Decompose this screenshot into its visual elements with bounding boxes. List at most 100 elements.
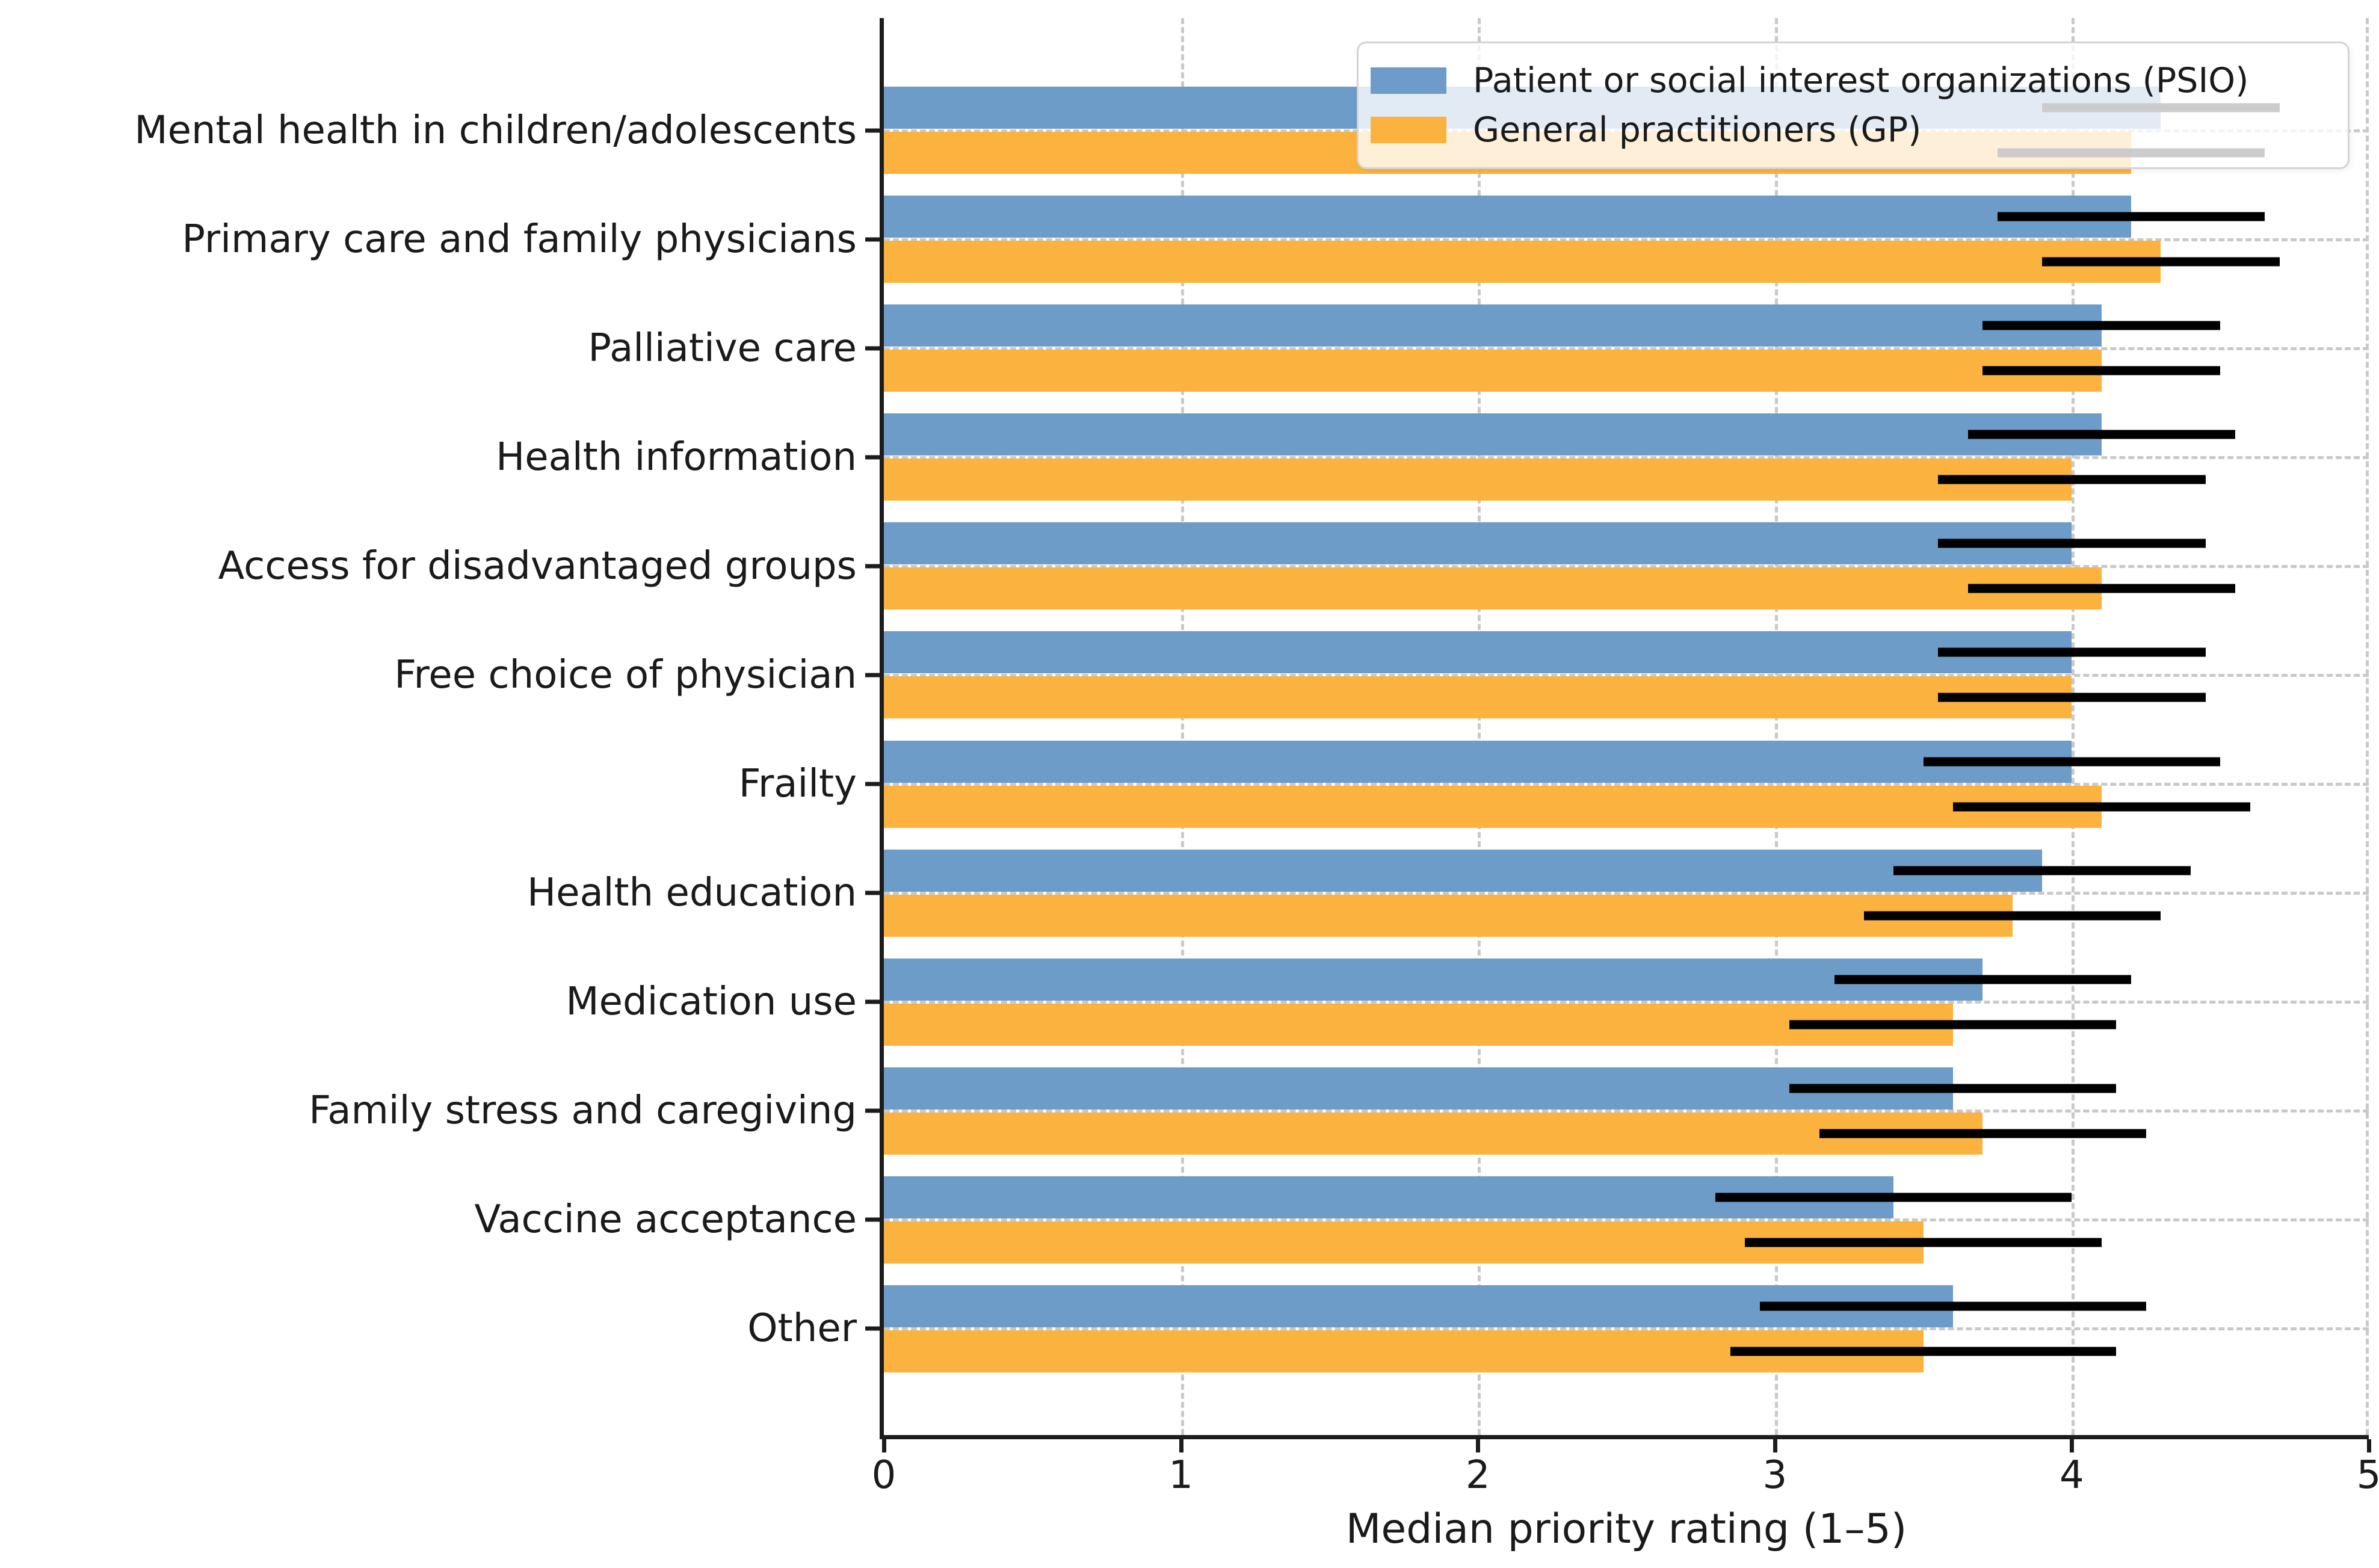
bar-track bbox=[884, 1176, 2369, 1218]
y-gridline bbox=[884, 564, 2369, 568]
x-tick-label: 4 bbox=[2060, 1453, 2084, 1498]
category-row: Medication use bbox=[566, 948, 2369, 1057]
bar-track bbox=[884, 350, 2369, 392]
x-tick-mark bbox=[1476, 1439, 1481, 1452]
x-tick-label: 2 bbox=[1465, 1453, 1490, 1498]
category-label: Primary care and family physicians bbox=[182, 217, 857, 262]
bar-gp bbox=[884, 1003, 1953, 1046]
error-bar bbox=[1938, 475, 2206, 484]
x-tick-mark bbox=[882, 1439, 886, 1452]
bar-group bbox=[884, 511, 2369, 620]
error-bar bbox=[1893, 866, 2191, 875]
category-row: Health education bbox=[527, 839, 2369, 948]
legend-entry: Patient or social interest organizations… bbox=[1371, 61, 2336, 100]
legend-label: General practitioners (GP) bbox=[1473, 110, 1922, 150]
bar-gp bbox=[884, 458, 2072, 501]
bar-psio bbox=[884, 631, 2072, 674]
category-label: Health education bbox=[526, 870, 857, 915]
bar-gp bbox=[884, 894, 2013, 937]
category-label: Free choice of physician bbox=[394, 652, 857, 697]
x-gridline-3 bbox=[1774, 18, 1778, 1435]
error-bar bbox=[1982, 321, 2221, 330]
bar-psio bbox=[884, 413, 2102, 456]
bar-track bbox=[884, 304, 2369, 347]
error-bar bbox=[1967, 430, 2235, 439]
y-gridline bbox=[884, 238, 2369, 241]
error-bar bbox=[1952, 802, 2250, 811]
error-bar bbox=[1789, 1020, 2117, 1029]
error-bar bbox=[1834, 975, 2132, 984]
x-gridline-4 bbox=[2072, 18, 2075, 1435]
y-tick-mark bbox=[865, 1217, 880, 1222]
category-label: Medication use bbox=[566, 979, 857, 1024]
bar-gp bbox=[884, 350, 2102, 392]
bar-track bbox=[884, 196, 2369, 238]
bar-track bbox=[884, 1067, 2369, 1110]
y-gridline bbox=[884, 1327, 2369, 1331]
category-row: Free choice of physician bbox=[394, 620, 2369, 729]
error-bar bbox=[2042, 257, 2280, 267]
category-label: Vaccine acceptance bbox=[474, 1197, 857, 1242]
legend-label: Patient or social interest organizations… bbox=[1473, 61, 2249, 101]
y-tick-mark bbox=[865, 1108, 880, 1113]
x-axis-title: Median priority rating (1–5) bbox=[1345, 1505, 1907, 1553]
x-tick-mark bbox=[2070, 1439, 2075, 1452]
bar-gp bbox=[884, 785, 2102, 828]
y-gridline bbox=[884, 892, 2369, 895]
y-gridline bbox=[884, 673, 2369, 677]
y-tick-mark bbox=[865, 673, 880, 678]
y-tick-mark bbox=[865, 237, 880, 242]
error-bar bbox=[1760, 1301, 2146, 1311]
bar-psio bbox=[884, 740, 2072, 783]
bar-gp bbox=[884, 567, 2102, 610]
x-tick-label: 5 bbox=[2356, 1453, 2379, 1498]
x-tick-mark bbox=[1773, 1439, 1777, 1452]
bar-track bbox=[884, 1285, 2369, 1327]
y-gridline bbox=[884, 455, 2369, 459]
bar-psio bbox=[884, 849, 2043, 892]
bar-group bbox=[884, 185, 2369, 294]
error-bar bbox=[1938, 647, 2206, 657]
legend: Patient or social interest organizations… bbox=[1357, 42, 2350, 169]
y-tick-mark bbox=[865, 128, 880, 133]
bar-psio bbox=[884, 304, 2102, 347]
x-tick-label: 3 bbox=[1762, 1453, 1788, 1498]
bar-group bbox=[884, 1057, 2369, 1165]
error-bar bbox=[1938, 539, 2206, 548]
bar-gp bbox=[884, 241, 2161, 283]
bar-track bbox=[884, 1003, 2369, 1046]
y-tick-mark bbox=[865, 999, 880, 1004]
x-tick-label: 1 bbox=[1168, 1453, 1193, 1498]
bar-track bbox=[884, 958, 2369, 1001]
y-tick-mark bbox=[865, 346, 880, 351]
category-label: Palliative care bbox=[588, 326, 857, 371]
bar-track bbox=[884, 1221, 2369, 1264]
error-bar bbox=[1967, 584, 2235, 593]
bar-group bbox=[884, 729, 2369, 838]
bar-track bbox=[884, 458, 2369, 501]
bar-psio bbox=[884, 1067, 1953, 1110]
category-rows: Mental health in children/adolescents Pri… bbox=[134, 18, 2369, 1435]
category-row: Other bbox=[747, 1274, 2369, 1383]
bar-group bbox=[884, 1274, 2369, 1383]
error-bar bbox=[1819, 1129, 2146, 1138]
bar-group bbox=[884, 403, 2369, 511]
bar-track bbox=[884, 676, 2369, 719]
plot-area: Mental health in children/adolescents Pri… bbox=[134, 18, 2369, 1439]
bar-track bbox=[884, 894, 2369, 937]
bar-track bbox=[884, 785, 2369, 828]
category-row: Health information bbox=[496, 403, 2369, 511]
y-gridline bbox=[884, 1110, 2369, 1113]
category-label: Mental health in children/adolescents bbox=[134, 108, 857, 153]
legend-swatch-gp bbox=[1371, 116, 1446, 143]
y-tick-mark bbox=[865, 564, 880, 569]
x-gridline-2 bbox=[1478, 18, 1481, 1435]
y-tick-mark bbox=[865, 782, 880, 786]
bar-track bbox=[884, 413, 2369, 456]
y-gridline bbox=[884, 783, 2369, 786]
x-tick-mark bbox=[1179, 1439, 1183, 1452]
bar-track bbox=[884, 740, 2369, 783]
bar-group bbox=[884, 294, 2369, 403]
y-gridline bbox=[884, 347, 2369, 350]
